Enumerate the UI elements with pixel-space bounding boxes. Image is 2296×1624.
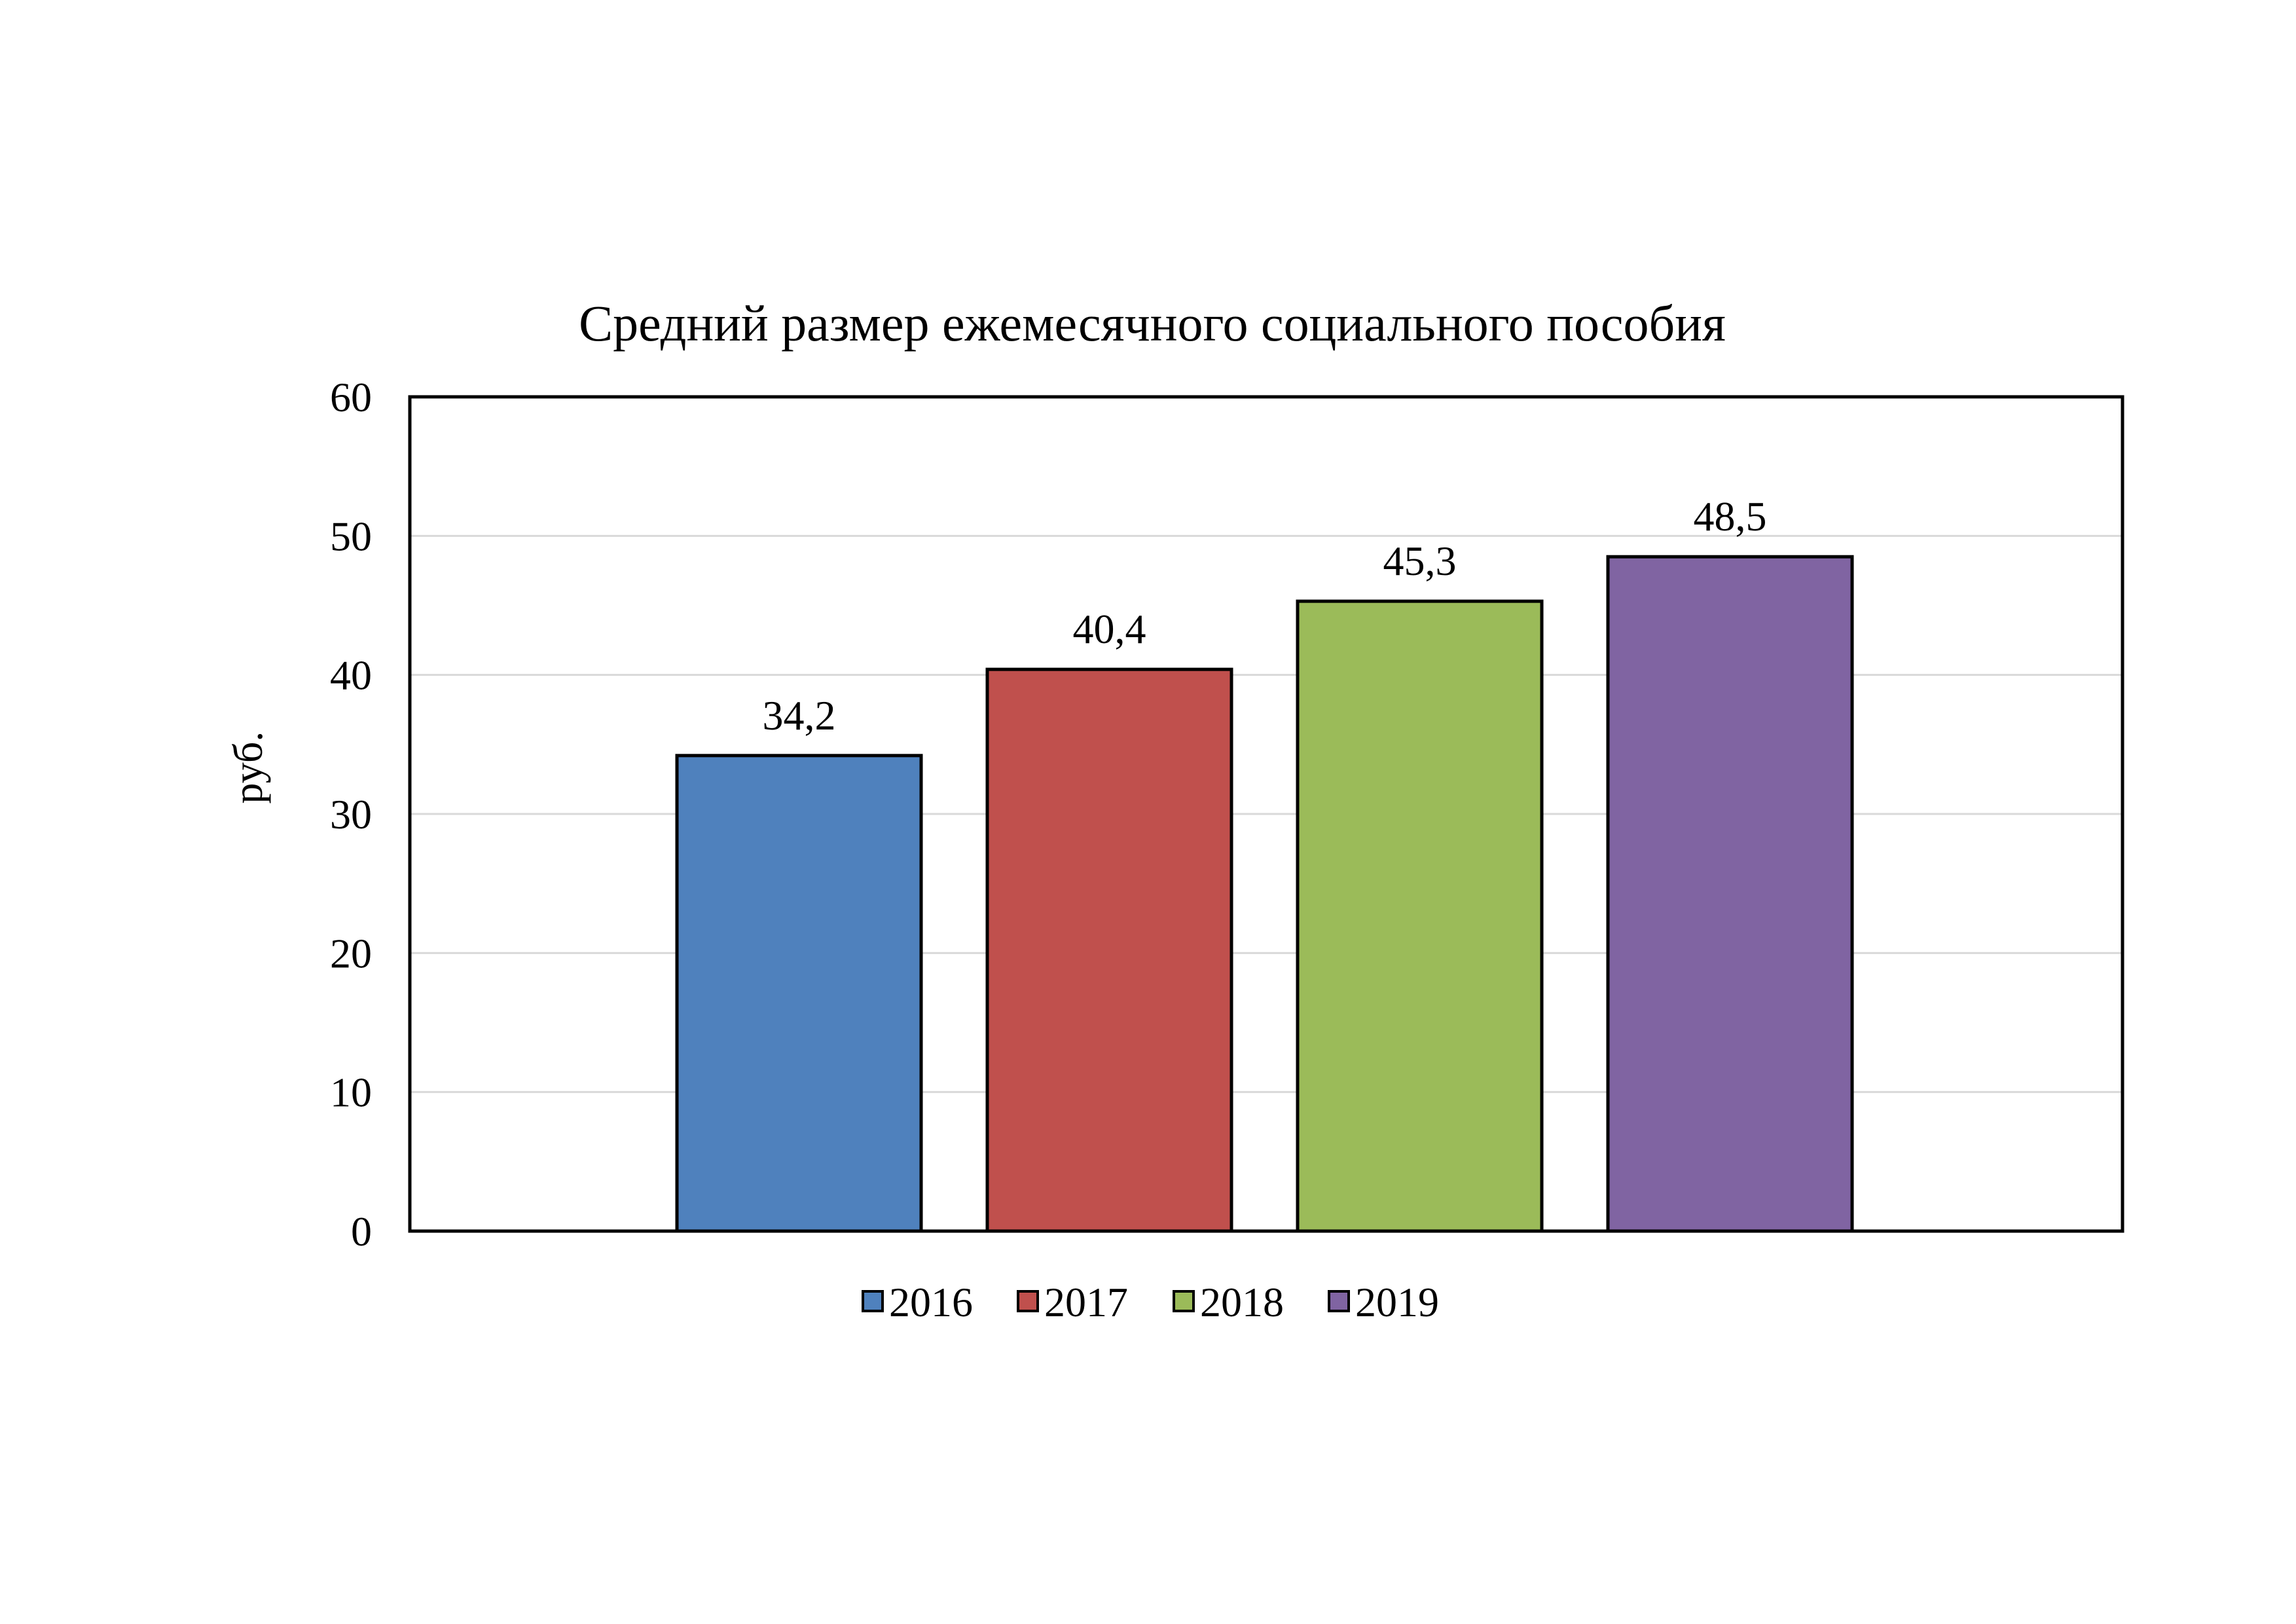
y-tick-label: 40 <box>330 652 372 699</box>
data-label-2018: 45,3 <box>1383 538 1457 584</box>
plot-area-border <box>408 395 2124 1233</box>
legend-swatch-2019 <box>1328 1290 1350 1312</box>
y-tick-label: 0 <box>351 1208 372 1255</box>
y-tick-label: 60 <box>330 374 372 420</box>
y-axis-ticks: 0 10 20 30 40 50 60 <box>330 374 372 1255</box>
bar-2019 <box>1606 555 1854 1233</box>
chart-title: Средний размер ежемесячного социального … <box>579 295 1726 352</box>
legend-swatch-2017 <box>1017 1290 1039 1312</box>
y-axis-label: руб. <box>225 731 271 804</box>
legend: 2016 2017 2018 2019 <box>862 1279 1439 1325</box>
data-label-2017: 40,4 <box>1073 606 1146 652</box>
legend-label-2016: 2016 <box>889 1279 973 1325</box>
bar-2016 <box>675 754 923 1233</box>
y-tick-label: 20 <box>330 930 372 976</box>
gridlines <box>410 534 2123 1094</box>
data-labels: 34,2 40,4 45,3 48,5 <box>763 493 1767 739</box>
data-label-2016: 34,2 <box>763 692 836 739</box>
y-tick-label: 10 <box>330 1069 372 1116</box>
legend-label-2017: 2017 <box>1044 1279 1128 1325</box>
y-tick-label: 50 <box>330 513 372 559</box>
legend-swatch-2016 <box>862 1290 884 1312</box>
data-label-2019: 48,5 <box>1694 493 1767 540</box>
y-tick-label: 30 <box>330 791 372 838</box>
bars <box>675 555 1854 1233</box>
bar-2018 <box>1296 599 1544 1233</box>
bar-2017 <box>985 667 1233 1233</box>
legend-label-2019: 2019 <box>1355 1279 1439 1325</box>
legend-swatch-2018 <box>1173 1290 1195 1312</box>
legend-label-2018: 2018 <box>1200 1279 1284 1325</box>
